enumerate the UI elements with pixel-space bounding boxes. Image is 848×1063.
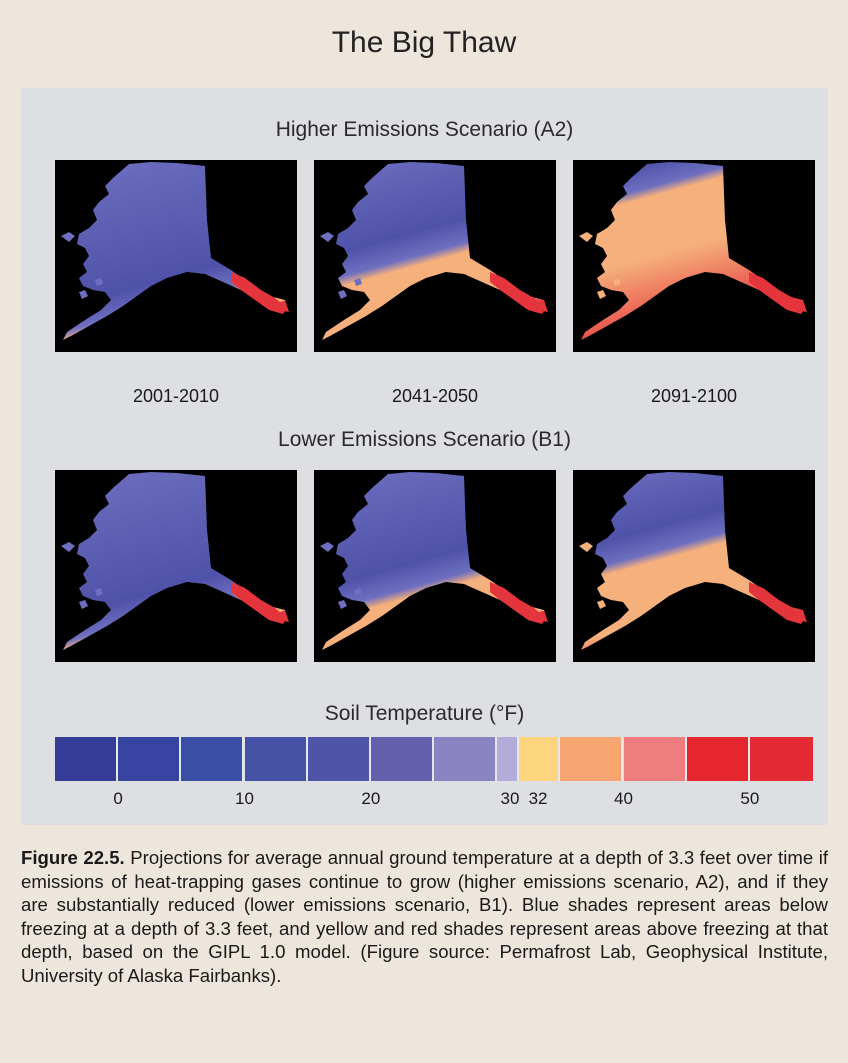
- map-a2-2041-2050: [314, 160, 556, 352]
- legend-color-bar: [55, 737, 813, 781]
- legend-swatch: [623, 737, 687, 781]
- island: [95, 588, 103, 596]
- legend-swatch: [55, 737, 119, 781]
- legend-swatch: [434, 737, 498, 781]
- island: [613, 278, 621, 286]
- caption-label: Figure 22.5.: [21, 847, 125, 868]
- island: [61, 232, 75, 242]
- legend-swatch: [181, 737, 245, 781]
- island: [597, 600, 606, 609]
- alaska-landmass: [581, 472, 807, 650]
- southeast-alaska: [231, 272, 287, 314]
- legend-swatch: [749, 737, 813, 781]
- legend-swatch: [118, 737, 182, 781]
- legend-tick-label: 30: [500, 789, 520, 808]
- legend-title: Soil Temperature (°F): [324, 702, 525, 725]
- island: [320, 232, 334, 242]
- legend-tick-label: 32: [528, 789, 548, 808]
- legend-swatch: [519, 737, 561, 781]
- period-label-2041-2050: 2041-2050: [391, 386, 479, 406]
- map-a2-2091-2100: [573, 160, 815, 352]
- map-b1-2001-2010: [55, 470, 297, 662]
- alaska-landmass: [581, 162, 807, 340]
- legend-tick-label: 0: [113, 789, 123, 808]
- caption-text: Projections for average annual ground te…: [21, 847, 828, 986]
- legend-tick-label: 50: [740, 789, 760, 808]
- island: [354, 278, 362, 286]
- island: [579, 232, 593, 242]
- legend-swatch: [497, 737, 520, 781]
- southeast-alaska: [749, 582, 805, 624]
- legend-swatch: [686, 737, 750, 781]
- period-label-2091-2100: 2091-2100: [650, 386, 738, 406]
- period-label-2001-2010: 2001-2010: [132, 386, 220, 406]
- scenario-heading-b1: Lower Emissions Scenario (B1): [278, 428, 571, 451]
- island: [338, 290, 347, 299]
- legend-tick-label: 10: [235, 789, 254, 808]
- legend-tick-label: 40: [614, 789, 633, 808]
- legend-swatch: [370, 737, 434, 781]
- southeast-alaska: [490, 272, 546, 314]
- island: [354, 588, 362, 596]
- legend-swatch: [307, 737, 371, 781]
- island: [613, 588, 621, 596]
- island: [338, 600, 347, 609]
- legend-tick-label: 20: [361, 789, 381, 808]
- alaska-landmass: [322, 472, 548, 650]
- southeast-alaska: [490, 582, 546, 624]
- island: [79, 290, 88, 299]
- map-a2-2001-2010: [55, 160, 297, 352]
- alaska-landmass: [63, 162, 289, 340]
- island: [579, 542, 593, 552]
- legend-swatch: [560, 737, 624, 781]
- scenario-heading-a2: Higher Emissions Scenario (A2): [275, 118, 574, 141]
- figure-panel: Higher Emissions Scenario (A2) 2001-2010…: [21, 88, 828, 825]
- map-b1-2091-2100: [573, 470, 815, 662]
- figure-caption: Figure 22.5. Projections for average ann…: [21, 846, 828, 987]
- southeast-alaska: [231, 582, 287, 624]
- alaska-landmass: [322, 162, 548, 340]
- page-title: The Big Thaw: [331, 26, 517, 59]
- legend-swatch: [244, 737, 308, 781]
- island: [61, 542, 75, 552]
- island: [95, 278, 103, 286]
- alaska-landmass: [63, 472, 289, 650]
- map-b1-2041-2050: [314, 470, 556, 662]
- island: [320, 542, 334, 552]
- island: [597, 290, 606, 299]
- southeast-alaska: [749, 272, 805, 314]
- island: [79, 600, 88, 609]
